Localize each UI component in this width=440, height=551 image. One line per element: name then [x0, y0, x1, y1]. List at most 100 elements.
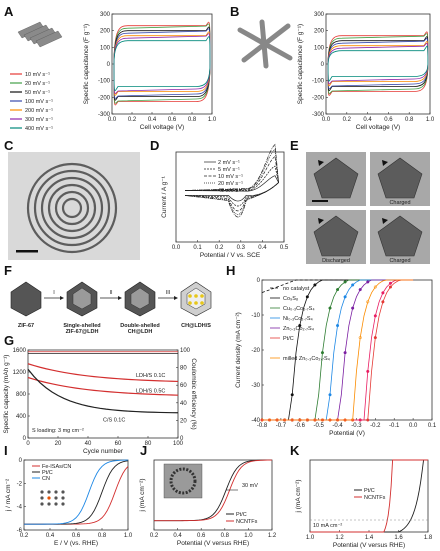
x-tick-label: 0.4: [258, 245, 267, 251]
arrow-marker-icon: [382, 218, 388, 224]
y-tick-label: 300: [100, 12, 111, 18]
x-tick-label: 0.8: [98, 533, 107, 539]
x-tick-label: 1.0: [124, 533, 133, 539]
step-number: III: [166, 290, 171, 296]
x-tick-label: 0.6: [197, 533, 206, 539]
y2-tick-label: 40: [180, 401, 187, 407]
x-tick-label: 0.6: [168, 117, 177, 123]
nanowire-bundle-icon: [17, 21, 63, 48]
chart-j: 0.2 0.4 0.6 0.8 1.0 1.2 Potential (V versus RH…: [139, 459, 277, 547]
data-point: [313, 283, 317, 287]
y2-tick-label: 0: [180, 436, 184, 442]
x-tick-label: 1.6: [394, 535, 403, 541]
legend-entry: no catalyst: [283, 286, 310, 292]
data-point: [328, 418, 332, 422]
data-point: [260, 418, 264, 422]
panel-label-b: B: [230, 4, 239, 19]
inner-shell: [72, 287, 92, 310]
series-line: [113, 33, 211, 94]
chart-k: 1.0 1.2 1.4 1.6 1.8 Potential (V versus RHE) j…: [295, 459, 433, 549]
y-tick-label: 0: [107, 62, 111, 68]
x-tick-label: -0.6: [295, 423, 306, 429]
x-tick-label: 0.1: [428, 423, 437, 429]
micrograph-grid-e: Charged Discharged Charged: [306, 152, 430, 264]
scale-bar: [312, 200, 328, 202]
y-axis-label: Specific capacitance (F g⁻¹): [297, 24, 304, 104]
series-label: LDH/S 0.5C: [136, 388, 165, 394]
y-tick-label: 0: [19, 458, 23, 464]
plot-frame: [175, 151, 285, 243]
y-axis-label: Current / A g⁻¹: [161, 175, 168, 218]
x-tick-label: -0.7: [276, 423, 287, 429]
x-tick-label: 0.2: [343, 117, 352, 123]
hollow-shell: [47, 183, 97, 233]
data-point: [351, 283, 355, 287]
x-tick-label: 0.0: [172, 245, 181, 251]
x-tick-label: 0.0: [322, 117, 331, 123]
panel-label-f: F: [4, 263, 12, 278]
polyhedron-shape: [10, 281, 42, 317]
step-label: CH@LDH: [128, 329, 153, 335]
data-point: [313, 418, 317, 422]
series-line: [23, 459, 129, 525]
molecular-structure-icon: [40, 490, 65, 506]
panel-label-h: H: [226, 263, 235, 278]
data-point: [328, 393, 332, 397]
step-label: Double-shelled: [120, 323, 159, 329]
x-tick-label: 1.8: [424, 535, 433, 541]
x-tick-label: 1.0: [306, 535, 315, 541]
atom: [47, 502, 51, 506]
y2-tick-label: 80: [180, 366, 187, 372]
panel-label-j: J: [140, 443, 147, 458]
x-axis-label: Potential (V): [329, 430, 365, 437]
particle-image: [313, 215, 359, 257]
legend-entry: Pt/C: [42, 470, 53, 476]
series-line: [24, 460, 129, 525]
state-label: Charged: [389, 258, 410, 264]
hollow-shell: [26, 162, 118, 254]
x-tick-label: -0.1: [389, 423, 400, 429]
legend-entry: 300 mV s⁻¹: [25, 117, 53, 123]
legend-a: 10 mV s⁻¹ 20 mV s⁻¹ 50 mV s⁻¹ 100 mV s⁻¹ 200…: [10, 72, 53, 132]
scale-bar: [16, 250, 38, 253]
x-tick-label: 1.0: [426, 117, 435, 123]
y-tick-label: -6: [17, 528, 23, 534]
legend-entry: NCNTFs: [236, 519, 258, 525]
data-point: [343, 280, 347, 284]
plot-frame: [23, 459, 129, 531]
data-point: [366, 369, 370, 373]
series-line: [113, 28, 211, 99]
data-point: [298, 323, 302, 328]
hollow-shell: [40, 176, 104, 240]
x-tick-label: 1.2: [335, 535, 344, 541]
step-label: ZIF-67@LDH: [66, 329, 99, 335]
panel-label-e: E: [290, 138, 299, 153]
x-tick-label: 0.8: [188, 117, 197, 123]
x-tick-label: 60: [115, 441, 122, 447]
atom: [47, 496, 51, 500]
x-axis-label: Cell voltage (V): [356, 124, 400, 131]
data-point: [351, 306, 355, 310]
data-point: [373, 336, 377, 340]
legend-entry: Co₉S₈: [283, 296, 298, 302]
atom: [61, 490, 65, 494]
y-tick-label: -10: [251, 313, 260, 319]
x-tick-label: 0.4: [173, 533, 182, 539]
series-line: [262, 279, 414, 421]
x-tick-label: 0.4: [148, 117, 157, 123]
plot-frame: [325, 13, 431, 115]
x-tick-label: 1.0: [208, 117, 217, 123]
data-point: [366, 418, 370, 422]
x-tick-label: 20: [55, 441, 62, 447]
panel-label-d: D: [150, 138, 159, 153]
data-point: [366, 280, 370, 284]
y-tick-label: 800: [16, 392, 27, 398]
legend-entry: NCNTFs: [364, 495, 386, 501]
state-label: Charged: [389, 200, 410, 206]
chart-a: 0.0 0.2 0.4 0.6 0.8 1.0 -300 -200 -100 0 100 200 300…: [83, 12, 217, 131]
arrowhead-icon: [174, 296, 178, 300]
data-point: [388, 285, 392, 289]
inner-shell: [130, 287, 150, 310]
panel-label-i: I: [4, 443, 8, 458]
data-point: [290, 418, 294, 422]
